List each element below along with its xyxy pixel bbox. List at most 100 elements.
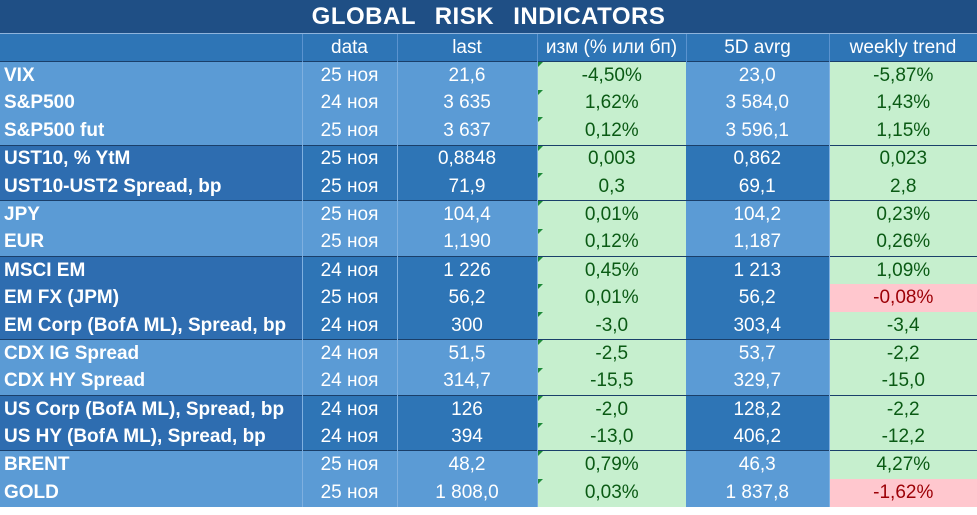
- indicator-name-cell: S&P500 fut: [0, 117, 303, 146]
- indicator-name-cell: GOLD: [0, 478, 303, 507]
- indicator-name-cell: UST10, % YtM: [0, 144, 303, 173]
- change-cell: 0,12%: [537, 117, 686, 146]
- weekly-trend-cell: 1,09%: [829, 255, 977, 285]
- table-row: BRENT 25 ноя 48,2 0,79% 46,3 4,27%: [0, 450, 977, 479]
- last-value-cell: 394: [397, 423, 538, 451]
- indicator-name-cell: EUR: [0, 228, 303, 257]
- last-value-cell: 48,2: [397, 450, 538, 479]
- avg5d-cell: 56,2: [686, 284, 830, 312]
- avg5d-cell: 1 837,8: [686, 478, 830, 507]
- indicator-name-cell: EM Corp (BofA ML), Spread, bp: [0, 311, 303, 340]
- avg5d-cell: 303,4: [686, 311, 830, 340]
- change-cell: 0,01%: [537, 200, 686, 229]
- date-cell: 24 ноя: [302, 89, 398, 118]
- indicator-name-cell: EM FX (JPM): [0, 284, 303, 312]
- date-cell: 25 ноя: [302, 117, 398, 146]
- last-value-cell: 300: [397, 311, 538, 340]
- last-value-cell: 0,8848: [397, 144, 538, 173]
- date-cell: 25 ноя: [302, 450, 398, 479]
- last-value-cell: 126: [397, 394, 538, 424]
- table-row: S&P500 fut 25 ноя 3 637 0,12% 3 596,1 1,15%: [0, 117, 977, 146]
- change-cell: 1,62%: [537, 89, 686, 118]
- last-value-cell: 104,4: [397, 200, 538, 229]
- avg5d-cell: 46,3: [686, 450, 830, 479]
- change-cell: 0,45%: [537, 255, 686, 285]
- table-row: US Corp (BofA ML), Spread, bp 24 ноя 126 -2…: [0, 394, 977, 424]
- header-name: [0, 34, 303, 62]
- weekly-trend-cell: 1,15%: [829, 117, 977, 146]
- last-value-cell: 71,9: [397, 172, 538, 201]
- date-cell: 24 ноя: [302, 339, 398, 368]
- indicator-name-cell: JPY: [0, 200, 303, 229]
- table-row: UST10-UST2 Spread, bp 25 ноя 71,9 0,3 69,1 2,…: [0, 172, 977, 201]
- header-last: last: [397, 34, 538, 62]
- table-row: UST10, % YtM 25 ноя 0,8848 0,003 0,862 0,023: [0, 144, 977, 173]
- weekly-trend-cell: -5,87%: [829, 61, 977, 90]
- avg5d-cell: 329,7: [686, 367, 830, 396]
- last-value-cell: 51,5: [397, 339, 538, 368]
- weekly-trend-cell: 0,023: [829, 144, 977, 173]
- last-value-cell: 56,2: [397, 284, 538, 312]
- date-cell: 24 ноя: [302, 394, 398, 424]
- change-cell: 0,03%: [537, 478, 686, 507]
- avg5d-cell: 3 596,1: [686, 117, 830, 146]
- change-cell: -3,0: [537, 311, 686, 340]
- date-cell: 25 ноя: [302, 478, 398, 507]
- last-value-cell: 21,6: [397, 61, 538, 90]
- table-row: EM FX (JPM) 25 ноя 56,2 0,01% 56,2 -0,08%: [0, 284, 977, 312]
- change-cell: -2,5: [537, 339, 686, 368]
- table-row: GOLD 25 ноя 1 808,0 0,03% 1 837,8 -1,62%: [0, 478, 977, 507]
- weekly-trend-cell: -2,2: [829, 394, 977, 424]
- table-row: CDX IG Spread 24 ноя 51,5 -2,5 53,7 -2,2: [0, 339, 977, 368]
- avg5d-cell: 69,1: [686, 172, 830, 201]
- indicator-name-cell: US HY (BofA ML), Spread, bp: [0, 423, 303, 451]
- date-cell: 25 ноя: [302, 172, 398, 201]
- weekly-trend-cell: -12,2: [829, 423, 977, 451]
- last-value-cell: 1 226: [397, 255, 538, 285]
- change-cell: 0,12%: [537, 228, 686, 257]
- table-row: S&P500 24 ноя 3 635 1,62% 3 584,0 1,43%: [0, 89, 977, 118]
- header-change: изм (% или бп): [537, 34, 687, 62]
- date-cell: 25 ноя: [302, 284, 398, 312]
- indicator-name-cell: US Corp (BofA ML), Spread, bp: [0, 394, 303, 424]
- last-value-cell: 3 635: [397, 89, 538, 118]
- table-row: VIX 25 ноя 21,6 -4,50% 23,0 -5,87%: [0, 61, 977, 90]
- date-cell: 25 ноя: [302, 200, 398, 229]
- indicator-name-cell: VIX: [0, 61, 303, 90]
- header-weekly-trend: weekly trend: [829, 34, 977, 62]
- indicators-table: data last изм (% или бп) 5D avrg weekly …: [0, 34, 977, 507]
- avg5d-cell: 0,862: [686, 144, 830, 173]
- sheet-title: GLOBAL RISK INDICATORS: [0, 0, 977, 34]
- date-cell: 24 ноя: [302, 255, 398, 285]
- indicator-name-cell: BRENT: [0, 450, 303, 479]
- weekly-trend-cell: 2,8: [829, 172, 977, 201]
- weekly-trend-cell: -0,08%: [829, 284, 977, 312]
- date-cell: 25 ноя: [302, 61, 398, 90]
- change-cell: 0,01%: [537, 284, 686, 312]
- change-cell: 0,79%: [537, 450, 686, 479]
- table-row: MSCI EM 24 ноя 1 226 0,45% 1 213 1,09%: [0, 255, 977, 285]
- indicator-name-cell: UST10-UST2 Spread, bp: [0, 172, 303, 201]
- weekly-trend-cell: -1,62%: [829, 478, 977, 507]
- date-cell: 25 ноя: [302, 144, 398, 173]
- last-value-cell: 1,190: [397, 228, 538, 257]
- table-row: JPY 25 ноя 104,4 0,01% 104,2 0,23%: [0, 200, 977, 229]
- avg5d-cell: 53,7: [686, 339, 830, 368]
- indicator-name-cell: S&P500: [0, 89, 303, 118]
- change-cell: -4,50%: [537, 61, 686, 90]
- avg5d-cell: 23,0: [686, 61, 830, 90]
- date-cell: 24 ноя: [302, 367, 398, 396]
- weekly-trend-cell: 1,43%: [829, 89, 977, 118]
- change-cell: 0,003: [537, 144, 686, 173]
- change-cell: -15,5: [537, 367, 686, 396]
- header-row: data last изм (% или бп) 5D avrg weekly …: [0, 34, 977, 62]
- date-cell: 24 ноя: [302, 311, 398, 340]
- last-value-cell: 1 808,0: [397, 478, 538, 507]
- avg5d-cell: 3 584,0: [686, 89, 830, 118]
- indicator-name-cell: CDX IG Spread: [0, 339, 303, 368]
- avg5d-cell: 1,187: [686, 228, 830, 257]
- date-cell: 24 ноя: [302, 423, 398, 451]
- change-cell: -2,0: [537, 394, 686, 424]
- table-row: US HY (BofA ML), Spread, bp 24 ноя 394 -13,…: [0, 423, 977, 451]
